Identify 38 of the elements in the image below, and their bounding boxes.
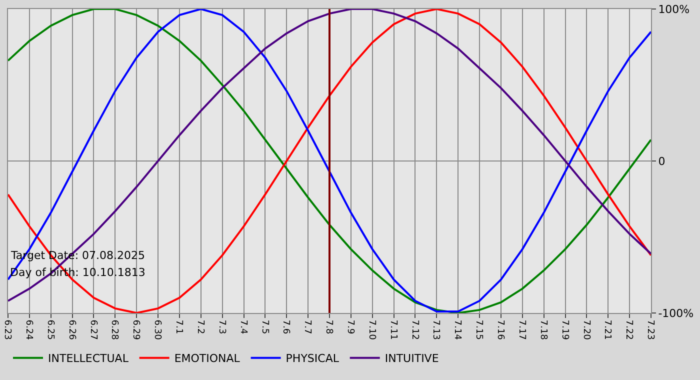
x-tick-label: 7.23 <box>645 320 656 340</box>
x-tick-label: 7.10 <box>366 320 376 340</box>
x-tick-label: 7.15 <box>474 320 484 340</box>
x-tick-label: 7.20 <box>580 320 591 340</box>
x-tick-label: 7.5 <box>259 320 270 334</box>
x-tick-label: 7.17 <box>516 320 526 340</box>
x-tick-label: 7.11 <box>388 320 398 340</box>
x-tick-label: 6.26 <box>66 320 76 340</box>
y-tick-label: -100% <box>658 306 694 320</box>
x-tick-label: 6.28 <box>109 320 120 340</box>
y-tick-label: 0 <box>658 154 666 168</box>
x-tick-label: 6.27 <box>88 320 98 340</box>
x-tick-label: 7.9 <box>345 320 356 334</box>
x-tick-label: 7.22 <box>624 320 634 340</box>
x-tick-label: 6.29 <box>130 320 141 340</box>
legend-label: INTELLECTUAL <box>48 352 130 366</box>
legend-label: INTUITIVE <box>384 352 439 366</box>
x-tick-label: 7.14 <box>452 320 462 340</box>
x-tick-label: 7.4 <box>238 320 248 334</box>
legend-label: PHYSICAL <box>286 352 340 366</box>
y-tick-label: 100% <box>658 2 690 16</box>
x-tick-label: 6.25 <box>44 320 55 340</box>
x-tick-label: 7.13 <box>430 320 441 340</box>
x-tick-label: 7.8 <box>324 320 334 334</box>
x-tick-label: 6.23 <box>2 320 12 340</box>
x-tick-label: 7.7 <box>302 320 312 334</box>
x-tick-label: 7.16 <box>495 320 506 340</box>
x-tick-label: 7.12 <box>409 320 420 340</box>
x-tick-label: 7.6 <box>280 320 291 334</box>
x-tick-label: 7.19 <box>559 320 570 340</box>
x-tick-label: 7.2 <box>194 320 205 334</box>
x-tick-label: 7.21 <box>602 320 612 340</box>
legend-label: EMOTIONAL <box>174 352 241 366</box>
x-tick-label: 6.24 <box>24 320 34 340</box>
x-tick-label: 6.30 <box>152 320 162 340</box>
x-tick-label: 7.1 <box>174 320 184 334</box>
x-tick-label: 7.18 <box>538 320 548 340</box>
x-tick-label: 7.3 <box>216 320 226 334</box>
